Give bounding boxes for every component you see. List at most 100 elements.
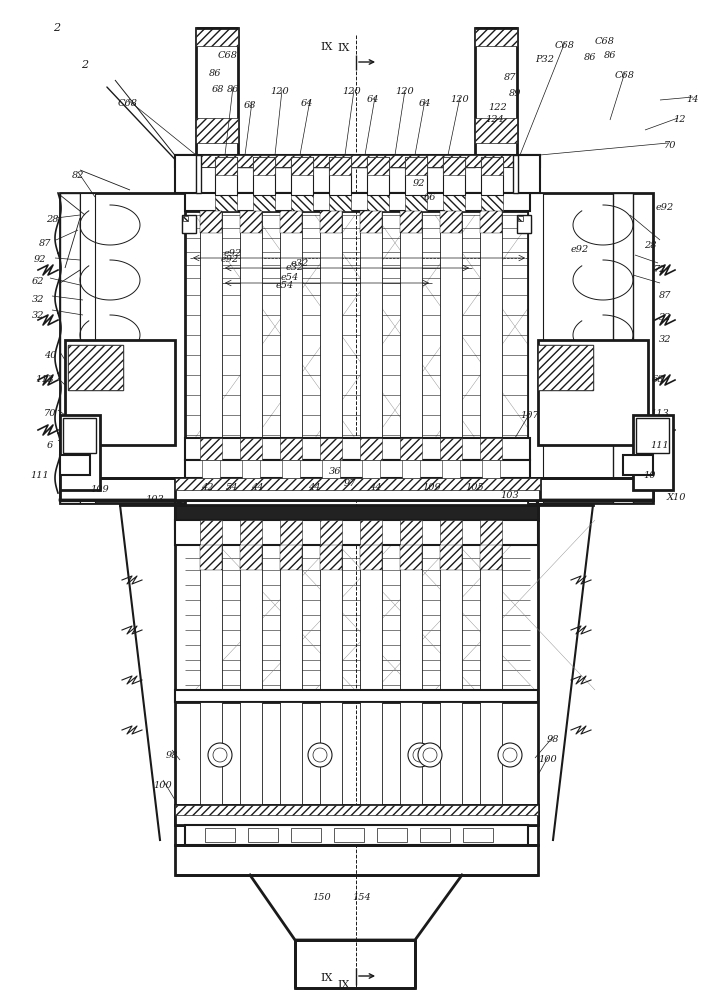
Bar <box>400 545 422 690</box>
Text: 124: 124 <box>486 115 504 124</box>
Bar <box>175 520 538 545</box>
Bar <box>253 157 275 175</box>
Bar <box>320 702 342 807</box>
Text: 42: 42 <box>201 483 213 491</box>
Bar <box>200 520 222 545</box>
Circle shape <box>503 748 517 762</box>
Bar <box>463 828 493 842</box>
Text: 154: 154 <box>353 894 371 902</box>
Text: 32: 32 <box>659 336 671 344</box>
Text: 87: 87 <box>504 74 516 83</box>
Bar <box>280 438 302 460</box>
Bar <box>442 460 460 478</box>
Text: 10: 10 <box>644 471 656 480</box>
Bar <box>517 215 531 233</box>
Text: IX: IX <box>321 973 333 983</box>
Bar <box>518 216 523 221</box>
Text: 66: 66 <box>424 192 436 202</box>
Bar <box>367 193 389 211</box>
Text: 44: 44 <box>251 483 263 491</box>
Circle shape <box>408 743 432 767</box>
Bar <box>480 211 502 438</box>
Text: 98: 98 <box>547 736 559 744</box>
Text: 2: 2 <box>53 23 61 33</box>
Bar <box>200 702 222 807</box>
Text: 103: 103 <box>501 490 519 499</box>
Text: 86: 86 <box>584 53 596 62</box>
Text: 64: 64 <box>366 96 379 104</box>
Bar <box>440 702 462 807</box>
Bar <box>175 155 540 167</box>
Text: 150: 150 <box>312 894 332 902</box>
Bar <box>440 211 462 233</box>
Text: 86: 86 <box>209 68 221 78</box>
Text: C68: C68 <box>595 37 615 46</box>
Text: IX: IX <box>338 43 350 53</box>
Text: 2: 2 <box>81 60 88 70</box>
Text: 64: 64 <box>301 99 313 107</box>
Bar <box>63 418 96 453</box>
Text: 14: 14 <box>687 96 699 104</box>
Bar <box>320 211 342 233</box>
Text: 68: 68 <box>652 375 665 384</box>
Bar <box>636 418 669 453</box>
Text: 109: 109 <box>91 486 109 494</box>
Bar <box>280 702 302 807</box>
Bar <box>440 520 462 545</box>
Bar <box>400 545 422 570</box>
Bar <box>400 211 422 438</box>
Bar <box>68 345 123 390</box>
Text: 72: 72 <box>654 265 666 274</box>
Text: 62: 62 <box>32 277 44 286</box>
Bar <box>528 193 543 503</box>
Bar <box>400 702 422 807</box>
Bar <box>480 545 502 690</box>
Text: 113: 113 <box>651 408 670 418</box>
Bar <box>185 193 530 211</box>
Bar <box>205 828 235 842</box>
Bar <box>400 438 422 460</box>
Bar <box>80 193 95 503</box>
Text: 100: 100 <box>153 780 173 790</box>
Bar <box>175 845 538 875</box>
Bar <box>184 220 192 231</box>
Text: 87: 87 <box>39 238 51 247</box>
Text: 28: 28 <box>46 216 58 225</box>
Text: 122: 122 <box>488 104 508 112</box>
Text: 70: 70 <box>43 408 56 418</box>
Circle shape <box>418 743 442 767</box>
Bar <box>200 211 222 233</box>
Bar <box>480 438 502 460</box>
Bar <box>280 545 302 570</box>
Bar <box>215 157 237 175</box>
Bar <box>405 157 427 195</box>
Bar <box>377 828 407 842</box>
Bar <box>240 438 262 460</box>
Bar <box>202 460 220 478</box>
Text: 120: 120 <box>343 88 361 97</box>
Bar <box>480 702 502 807</box>
Text: 92: 92 <box>34 255 46 264</box>
Text: 32: 32 <box>659 314 671 322</box>
Text: 107: 107 <box>520 410 539 420</box>
Bar <box>400 211 422 233</box>
Bar <box>215 193 237 211</box>
Bar <box>480 520 502 545</box>
Bar <box>175 478 540 490</box>
Bar <box>185 825 528 845</box>
Text: 64: 64 <box>419 99 431 107</box>
Bar <box>320 520 342 545</box>
Text: C68: C68 <box>555 40 575 49</box>
Text: e92: e92 <box>656 204 674 213</box>
Bar <box>280 545 302 690</box>
Bar <box>196 118 238 143</box>
Bar <box>295 940 415 988</box>
Text: 97: 97 <box>344 479 356 488</box>
Bar <box>183 216 188 221</box>
Bar <box>329 157 351 175</box>
Text: IX: IX <box>338 980 350 990</box>
Bar <box>480 211 502 233</box>
Bar <box>538 340 648 445</box>
Bar <box>513 155 518 193</box>
Text: e32: e32 <box>286 262 304 271</box>
